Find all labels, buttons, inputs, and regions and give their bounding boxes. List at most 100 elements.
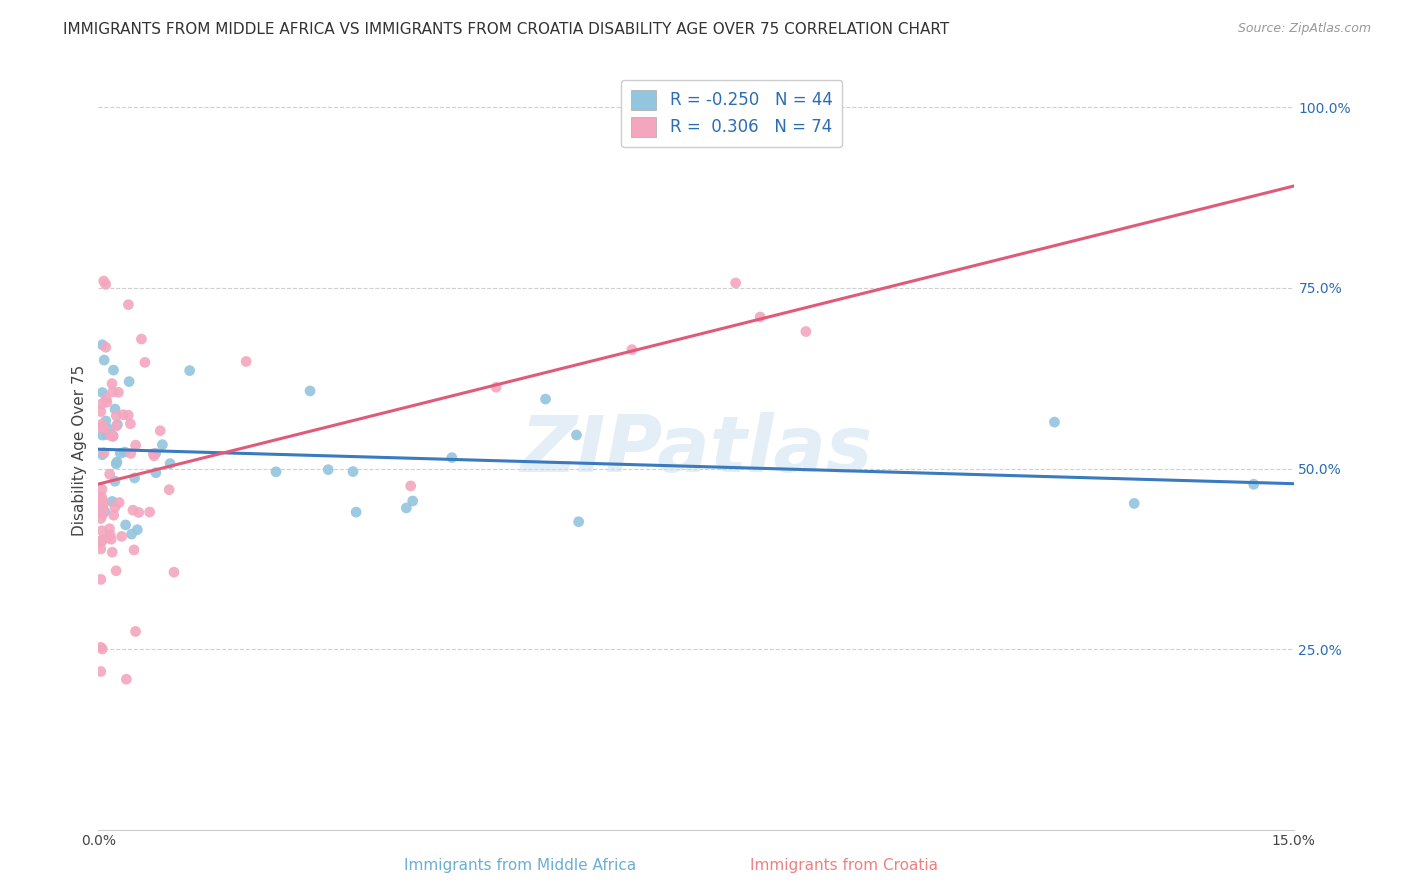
Point <box>107 417 129 432</box>
Point <box>107 385 129 400</box>
Point <box>110 446 132 460</box>
Point <box>93 274 115 288</box>
Point <box>124 438 146 452</box>
Point <box>118 375 141 389</box>
Point <box>100 533 122 547</box>
Point <box>145 466 167 480</box>
Point <box>152 438 174 452</box>
Point <box>145 446 167 460</box>
Y-axis label: Disability Age Over 75: Disability Age Over 75 <box>72 365 87 536</box>
Point <box>299 384 322 398</box>
Point <box>93 421 115 435</box>
Point <box>90 524 112 538</box>
Point <box>122 542 145 557</box>
Point <box>1043 415 1066 429</box>
Point <box>794 325 817 339</box>
Point <box>134 355 156 369</box>
Point <box>159 457 181 471</box>
Point <box>90 541 112 556</box>
Text: ZIPatlas: ZIPatlas <box>520 412 872 489</box>
Point <box>93 446 115 460</box>
Point <box>399 479 422 493</box>
Point <box>90 397 112 411</box>
Point <box>93 353 115 368</box>
Point <box>124 624 146 639</box>
Point <box>105 457 128 471</box>
Point <box>90 534 112 549</box>
Text: Source: ZipAtlas.com: Source: ZipAtlas.com <box>1237 22 1371 36</box>
Point <box>105 409 128 423</box>
Point <box>90 511 112 525</box>
Point <box>103 429 125 443</box>
Point <box>117 298 139 312</box>
Point <box>122 503 145 517</box>
Point <box>316 463 339 477</box>
Point <box>100 428 122 442</box>
Text: IMMIGRANTS FROM MIDDLE AFRICA VS IMMIGRANTS FROM CROATIA DISABILITY AGE OVER 75 : IMMIGRANTS FROM MIDDLE AFRICA VS IMMIGRA… <box>63 22 949 37</box>
Point <box>117 408 139 422</box>
Point <box>91 338 114 352</box>
Point <box>101 376 124 391</box>
Point <box>485 380 508 394</box>
Point <box>402 494 425 508</box>
Point <box>90 493 112 508</box>
Text: Immigrants from Middle Africa: Immigrants from Middle Africa <box>404 858 637 872</box>
Point <box>120 446 142 460</box>
Point <box>98 528 121 542</box>
Point <box>264 465 287 479</box>
Point <box>395 500 418 515</box>
Point <box>94 340 117 354</box>
Point <box>91 494 114 508</box>
Point <box>98 423 121 437</box>
Point <box>121 527 143 541</box>
Point <box>104 474 127 488</box>
Point <box>90 495 112 509</box>
Point <box>124 471 146 485</box>
Point <box>98 467 121 482</box>
Point <box>90 640 112 655</box>
Point <box>103 508 125 523</box>
Point <box>91 503 114 517</box>
Point <box>143 449 166 463</box>
Point <box>104 402 127 417</box>
Point <box>91 483 114 497</box>
Point <box>91 508 114 522</box>
Point <box>128 506 150 520</box>
Point <box>105 455 128 469</box>
Point <box>91 448 114 462</box>
Point <box>534 392 557 406</box>
Point <box>101 545 124 559</box>
Point <box>90 501 112 516</box>
Point <box>90 534 112 549</box>
Point <box>157 483 180 497</box>
Point <box>94 414 117 428</box>
Point <box>98 522 121 536</box>
Point <box>179 363 201 377</box>
Point <box>93 504 115 518</box>
Point <box>101 384 124 399</box>
Point <box>1123 496 1146 510</box>
Point <box>94 277 117 292</box>
Point <box>96 427 118 442</box>
Point <box>91 533 114 547</box>
Point <box>91 428 114 442</box>
Point <box>114 445 136 459</box>
Point <box>127 523 149 537</box>
Text: Immigrants from Croatia: Immigrants from Croatia <box>749 858 938 872</box>
Point <box>93 498 115 512</box>
Point <box>112 408 135 422</box>
Point <box>440 450 463 465</box>
Point <box>90 573 112 587</box>
Legend: R = -0.250   N = 44, R =  0.306   N = 74: R = -0.250 N = 44, R = 0.306 N = 74 <box>621 79 842 147</box>
Point <box>104 500 127 515</box>
Point <box>142 447 165 461</box>
Point <box>749 310 772 324</box>
Point <box>90 417 112 432</box>
Point <box>114 517 136 532</box>
Point <box>342 465 364 479</box>
Point <box>620 343 643 357</box>
Point <box>568 515 591 529</box>
Point <box>91 385 114 400</box>
Point <box>565 428 588 442</box>
Point <box>90 420 112 434</box>
